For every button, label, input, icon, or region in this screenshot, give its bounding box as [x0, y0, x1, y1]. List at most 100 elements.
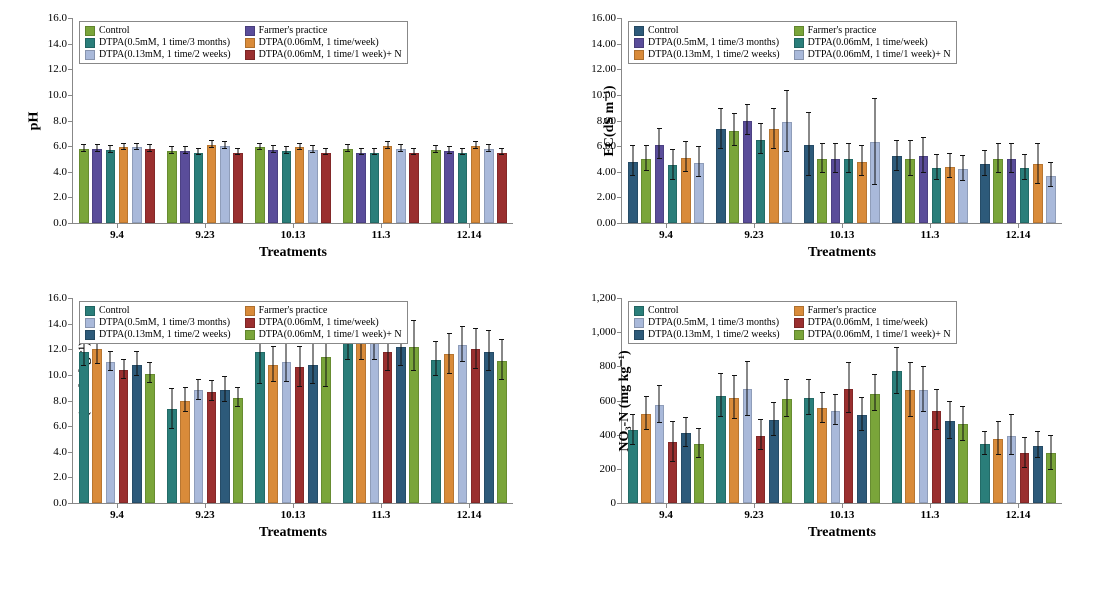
error-bar	[672, 421, 673, 462]
bar	[756, 140, 766, 223]
bar	[892, 371, 902, 503]
bar	[471, 146, 481, 223]
error-bar	[171, 146, 172, 154]
error-bar	[861, 145, 862, 176]
legend-label: DTPA(0.06mM, 1 time/1 week)+ N	[259, 329, 402, 340]
xtick-label: 9.23	[744, 223, 763, 241]
error-bar	[413, 320, 414, 371]
ytick-label: 12.00	[591, 63, 622, 75]
legend: ControlFarmer's practiceDTPA(0.5mM, 1 ti…	[628, 21, 957, 64]
xtick-label: 9.23	[195, 503, 214, 521]
error-bar	[273, 346, 274, 382]
error-bar	[786, 90, 787, 152]
error-bar	[984, 431, 985, 455]
xtick-label: 9.23	[744, 503, 763, 521]
bar	[980, 164, 990, 223]
error-bar	[185, 146, 186, 154]
bar	[106, 150, 116, 223]
ytick-label: 2.0	[53, 471, 73, 483]
legend-item: DTPA(0.13mM, 1 time/2 weeks)	[634, 329, 780, 340]
xtick-label: 10.13	[281, 223, 306, 241]
bar	[1020, 168, 1030, 223]
error-bar	[325, 148, 326, 156]
error-bar	[949, 401, 950, 439]
xtick-label: 12.14	[457, 503, 482, 521]
bar	[295, 367, 305, 503]
bar	[641, 414, 651, 503]
bar	[282, 151, 292, 223]
error-bar	[848, 362, 849, 413]
legend-item: DTPA(0.13mM, 1 time/2 weeks)	[85, 329, 231, 340]
plot-area: 0.002.004.006.008.0010.0012.0014.0016.00…	[621, 18, 1062, 224]
error-bar	[259, 143, 260, 151]
legend-item: DTPA(0.06mM, 1 time/week)	[245, 37, 402, 48]
bar	[817, 408, 827, 503]
bar	[409, 347, 419, 503]
error-bar	[659, 385, 660, 423]
error-bar	[808, 112, 809, 176]
legend-swatch	[794, 306, 804, 316]
legend-swatch	[794, 38, 804, 48]
plot-area: 02004006008001,0001,200NO₃-N (mg kg⁻¹)Tr…	[621, 298, 1062, 504]
xtick-label: 10.13	[830, 503, 855, 521]
error-bar	[874, 98, 875, 185]
legend-item: Control	[85, 305, 231, 316]
legend-item: DTPA(0.5mM, 1 time/3 months)	[85, 317, 231, 328]
error-bar	[299, 143, 300, 151]
bar	[1046, 453, 1056, 503]
legend-swatch	[85, 318, 95, 328]
error-bar	[136, 143, 137, 151]
bar	[694, 163, 704, 223]
x-axis-label: Treatments	[808, 245, 876, 261]
bar	[458, 153, 468, 223]
bar	[132, 365, 142, 503]
legend-swatch	[85, 38, 95, 48]
bar	[92, 349, 102, 503]
error-bar	[83, 144, 84, 152]
ytick-label: 16.0	[48, 292, 73, 304]
error-bar	[936, 389, 937, 430]
chart-grid: 0.02.04.06.08.010.012.014.016.0pHTreatme…	[10, 10, 1088, 560]
error-bar	[861, 397, 862, 431]
legend-label: DTPA(0.13mM, 1 time/2 weeks)	[99, 329, 231, 340]
legend-item: Control	[85, 25, 231, 36]
error-bar	[286, 146, 287, 154]
bar	[79, 352, 89, 503]
bar	[194, 390, 204, 503]
error-bar	[646, 145, 647, 171]
legend-item: DTPA(0.13mM, 1 time/2 weeks)	[634, 49, 780, 60]
error-bar	[312, 145, 313, 153]
bar	[1007, 436, 1017, 503]
ytick-label: 2.00	[597, 191, 622, 203]
ytick-label: 16.0	[48, 12, 73, 24]
bar	[628, 430, 638, 503]
error-bar	[1011, 414, 1012, 455]
bar	[444, 354, 454, 503]
ytick-label: 1,000	[591, 326, 622, 338]
error-bar	[488, 330, 489, 371]
legend-swatch	[794, 50, 804, 60]
legend-label: Control	[99, 25, 130, 36]
legend-item: Farmer's practice	[794, 25, 951, 36]
error-bar	[171, 388, 172, 429]
bar	[444, 151, 454, 223]
x-axis-label: Treatments	[808, 525, 876, 541]
bar	[92, 149, 102, 223]
error-bar	[185, 387, 186, 413]
legend-swatch	[85, 330, 95, 340]
error-bar	[646, 396, 647, 430]
bar	[370, 343, 380, 503]
error-bar	[773, 402, 774, 436]
legend-swatch	[245, 26, 255, 36]
legend-label: Control	[648, 305, 679, 316]
error-bar	[449, 146, 450, 154]
error-bar	[822, 392, 823, 423]
bar	[817, 159, 827, 223]
error-bar	[224, 141, 225, 149]
bar	[106, 362, 116, 503]
legend-item: DTPA(0.06mM, 1 time/1 week)+ N	[245, 329, 402, 340]
xtick-label: 11.3	[921, 223, 940, 241]
error-bar	[1024, 437, 1025, 468]
xtick-label: 11.3	[372, 503, 391, 521]
chart-ph: 0.02.04.06.08.010.012.014.016.0pHTreatme…	[10, 10, 530, 280]
